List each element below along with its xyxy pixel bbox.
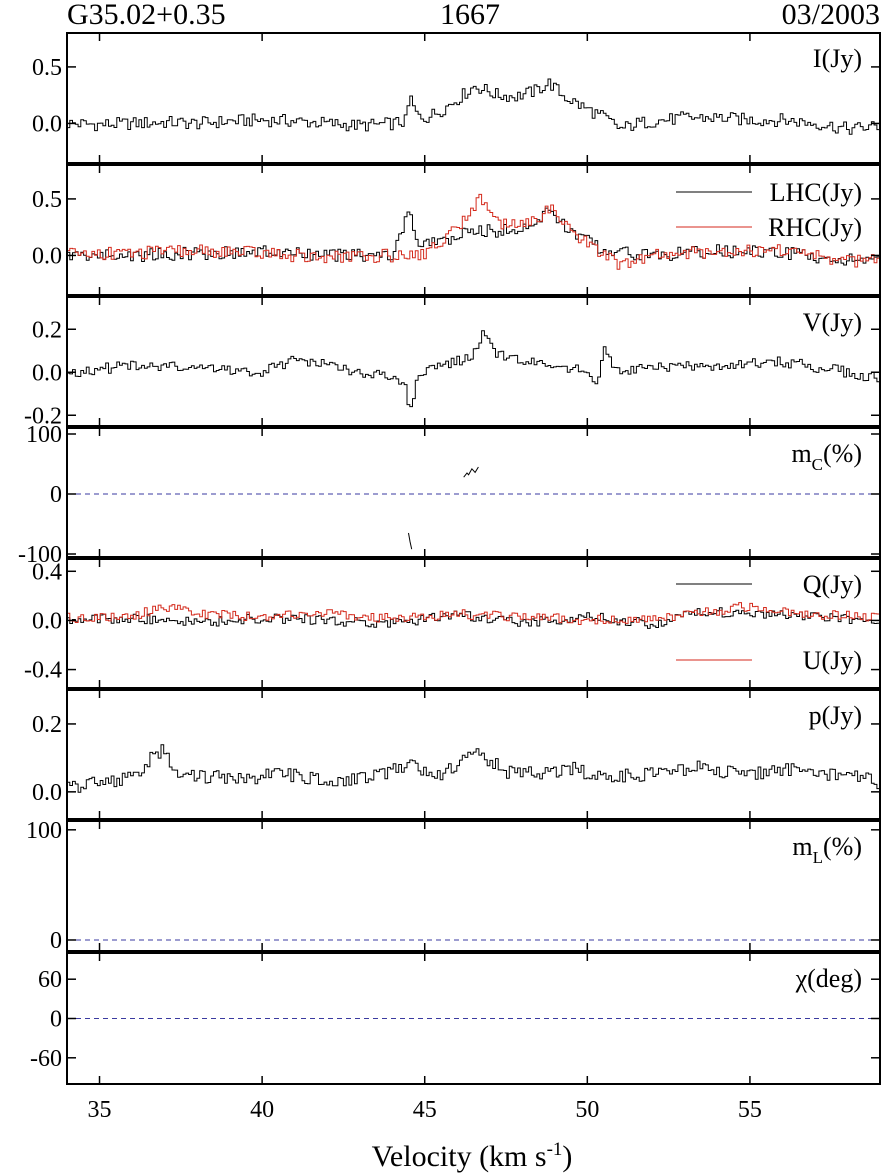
panel-frame (66, 820, 881, 952)
series-rhcjy-line (67, 193, 881, 270)
y-tick-label: 100 (26, 422, 62, 448)
header-epoch: 03/2003 (782, 0, 880, 31)
y-tick-label: -100 (18, 542, 62, 568)
x-axis-title-main: Velocity (km s (372, 1140, 547, 1173)
panel-label-main: I(Jy) (813, 44, 862, 73)
y-tick-label: -0.2 (24, 403, 62, 429)
x-tick-label: 35 (88, 1097, 112, 1123)
panel-label: χ(deg) (795, 964, 862, 993)
y-tick-label: 0.0 (32, 360, 62, 386)
panel-label-main: p(Jy) (809, 701, 862, 730)
panel-5: 0.4 0.0 -0.4 Q(Jy) U(Jy) (24, 558, 881, 689)
panel-4: 100 0 -100 mC(%) (18, 422, 881, 568)
y-tick-label: 0.0 (32, 111, 62, 137)
x-tick-label: 50 (575, 1097, 599, 1123)
panel-label-rest: (%) (823, 439, 862, 468)
x-tick-label: 40 (250, 1097, 274, 1123)
series-lhcjy-line (67, 207, 881, 266)
y-tick-label: -0.4 (24, 658, 62, 684)
panel-8: 60 0 -60 χ(deg) (30, 952, 881, 1085)
y-tick-label: 0.5 (32, 55, 62, 81)
header-source: G35.02+0.35 (67, 0, 226, 31)
panel-frame (66, 164, 881, 296)
y-tick-label: 0 (50, 928, 62, 954)
panel-2: 0.5 0.0 LHC(Jy) RHC(Jy) (32, 164, 881, 296)
y-tick-label: 0 (50, 482, 62, 508)
y-tick-label: -60 (30, 1046, 62, 1072)
panel-frame (66, 296, 881, 427)
panel-label: mL(%) (792, 832, 862, 867)
series-1-1-line (67, 78, 881, 135)
panel-label-sub: L (813, 848, 823, 867)
y-tick-label: 0.0 (32, 243, 62, 269)
panel-frame (66, 558, 881, 689)
header-transition: 1667 (440, 0, 500, 31)
panel-label-main: χ(deg) (795, 964, 862, 993)
series-qjy-line (67, 607, 881, 629)
x-tick-label: 55 (738, 1097, 762, 1123)
y-tick-label: 60 (38, 967, 62, 993)
panel-label-main: m (792, 832, 812, 861)
legend-entry: LHC(Jy) (770, 178, 862, 207)
panel-3: 0.2 0.0 -0.2 V(Jy) (24, 296, 881, 429)
series-4-1-line (463, 466, 479, 478)
x-tick-label: 45 (413, 1097, 437, 1123)
y-tick-label: 0.2 (32, 317, 62, 343)
panel-frame (66, 689, 881, 820)
panels: 0.5 0.0 I(Jy) 0.5 0.0 LHC(Jy) RHC(Jy) 0.2 0.0 -0.… (18, 32, 881, 1085)
panel-7: 100 0 mL(%) (26, 818, 881, 954)
legend-entry: Q(Jy) (803, 570, 862, 599)
panel-frame (66, 427, 881, 558)
y-tick-label: 0.2 (32, 712, 62, 738)
x-axis-title: Velocity (km s-1) (372, 1139, 573, 1173)
x-axis: 35 40 45 50 55 (88, 1097, 762, 1123)
panel-label: mC(%) (791, 439, 862, 474)
panel-label: p(Jy) (809, 701, 862, 730)
panel-label-main: V(Jy) (803, 308, 862, 337)
series-3-1-line (67, 330, 881, 408)
series-6-1-line (67, 744, 881, 793)
y-tick-label: 0.0 (32, 608, 62, 634)
panel-6: 0.2 0.0 p(Jy) (32, 689, 881, 820)
series-ujy-line (67, 602, 881, 625)
y-tick-label: 0.5 (32, 187, 62, 213)
y-tick-label: 100 (26, 818, 62, 844)
y-tick-label: 0.4 (32, 559, 62, 585)
legend-entry: RHC(Jy) (768, 213, 862, 242)
x-axis-title-close: ) (562, 1140, 572, 1173)
panel-label: V(Jy) (803, 308, 862, 337)
panel-frame (66, 32, 881, 164)
panel-label-rest: (%) (823, 832, 862, 861)
panel-label-sub: C (812, 455, 823, 474)
legend-entry: U(Jy) (803, 646, 862, 675)
panel-1: 0.5 0.0 I(Jy) (32, 32, 881, 164)
series-4-2-line (408, 532, 413, 550)
panel-label-main: m (791, 439, 811, 468)
y-tick-label: 0.0 (32, 780, 62, 806)
panel-label: I(Jy) (813, 44, 862, 73)
x-axis-title-sup: -1 (547, 1139, 563, 1160)
y-tick-label: 0 (50, 1007, 62, 1033)
